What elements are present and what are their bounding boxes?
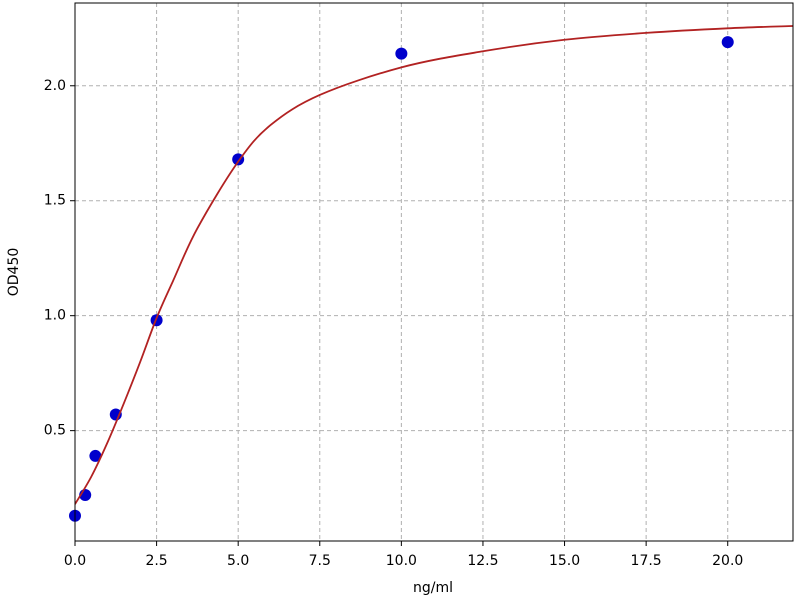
plot-frame	[74, 2, 794, 542]
data-point	[89, 449, 102, 462]
x-tick-label: 2.5	[145, 553, 167, 569]
y-tick-label: 2.0	[44, 78, 66, 94]
x-axis-label: ng/ml	[413, 580, 453, 596]
x-tick-label: 10.0	[386, 553, 417, 569]
x-tick-label: 7.5	[309, 553, 331, 569]
x-tick-label: 15.0	[549, 553, 580, 569]
y-tick-label: 0.5	[44, 423, 66, 439]
x-tick-label: 0.0	[64, 553, 86, 569]
fit-curve	[75, 25, 793, 505]
x-tick-label: 20.0	[712, 553, 743, 569]
data-point	[721, 36, 734, 49]
data-point	[395, 47, 408, 60]
y-tick-label: 1.5	[44, 193, 66, 209]
y-tick-label: 1.0	[44, 308, 66, 324]
y-axis-label: OD450	[6, 248, 22, 297]
x-tick-label: 12.5	[467, 553, 498, 569]
x-tick-label: 5.0	[227, 553, 249, 569]
x-tick-label: 17.5	[631, 553, 662, 569]
